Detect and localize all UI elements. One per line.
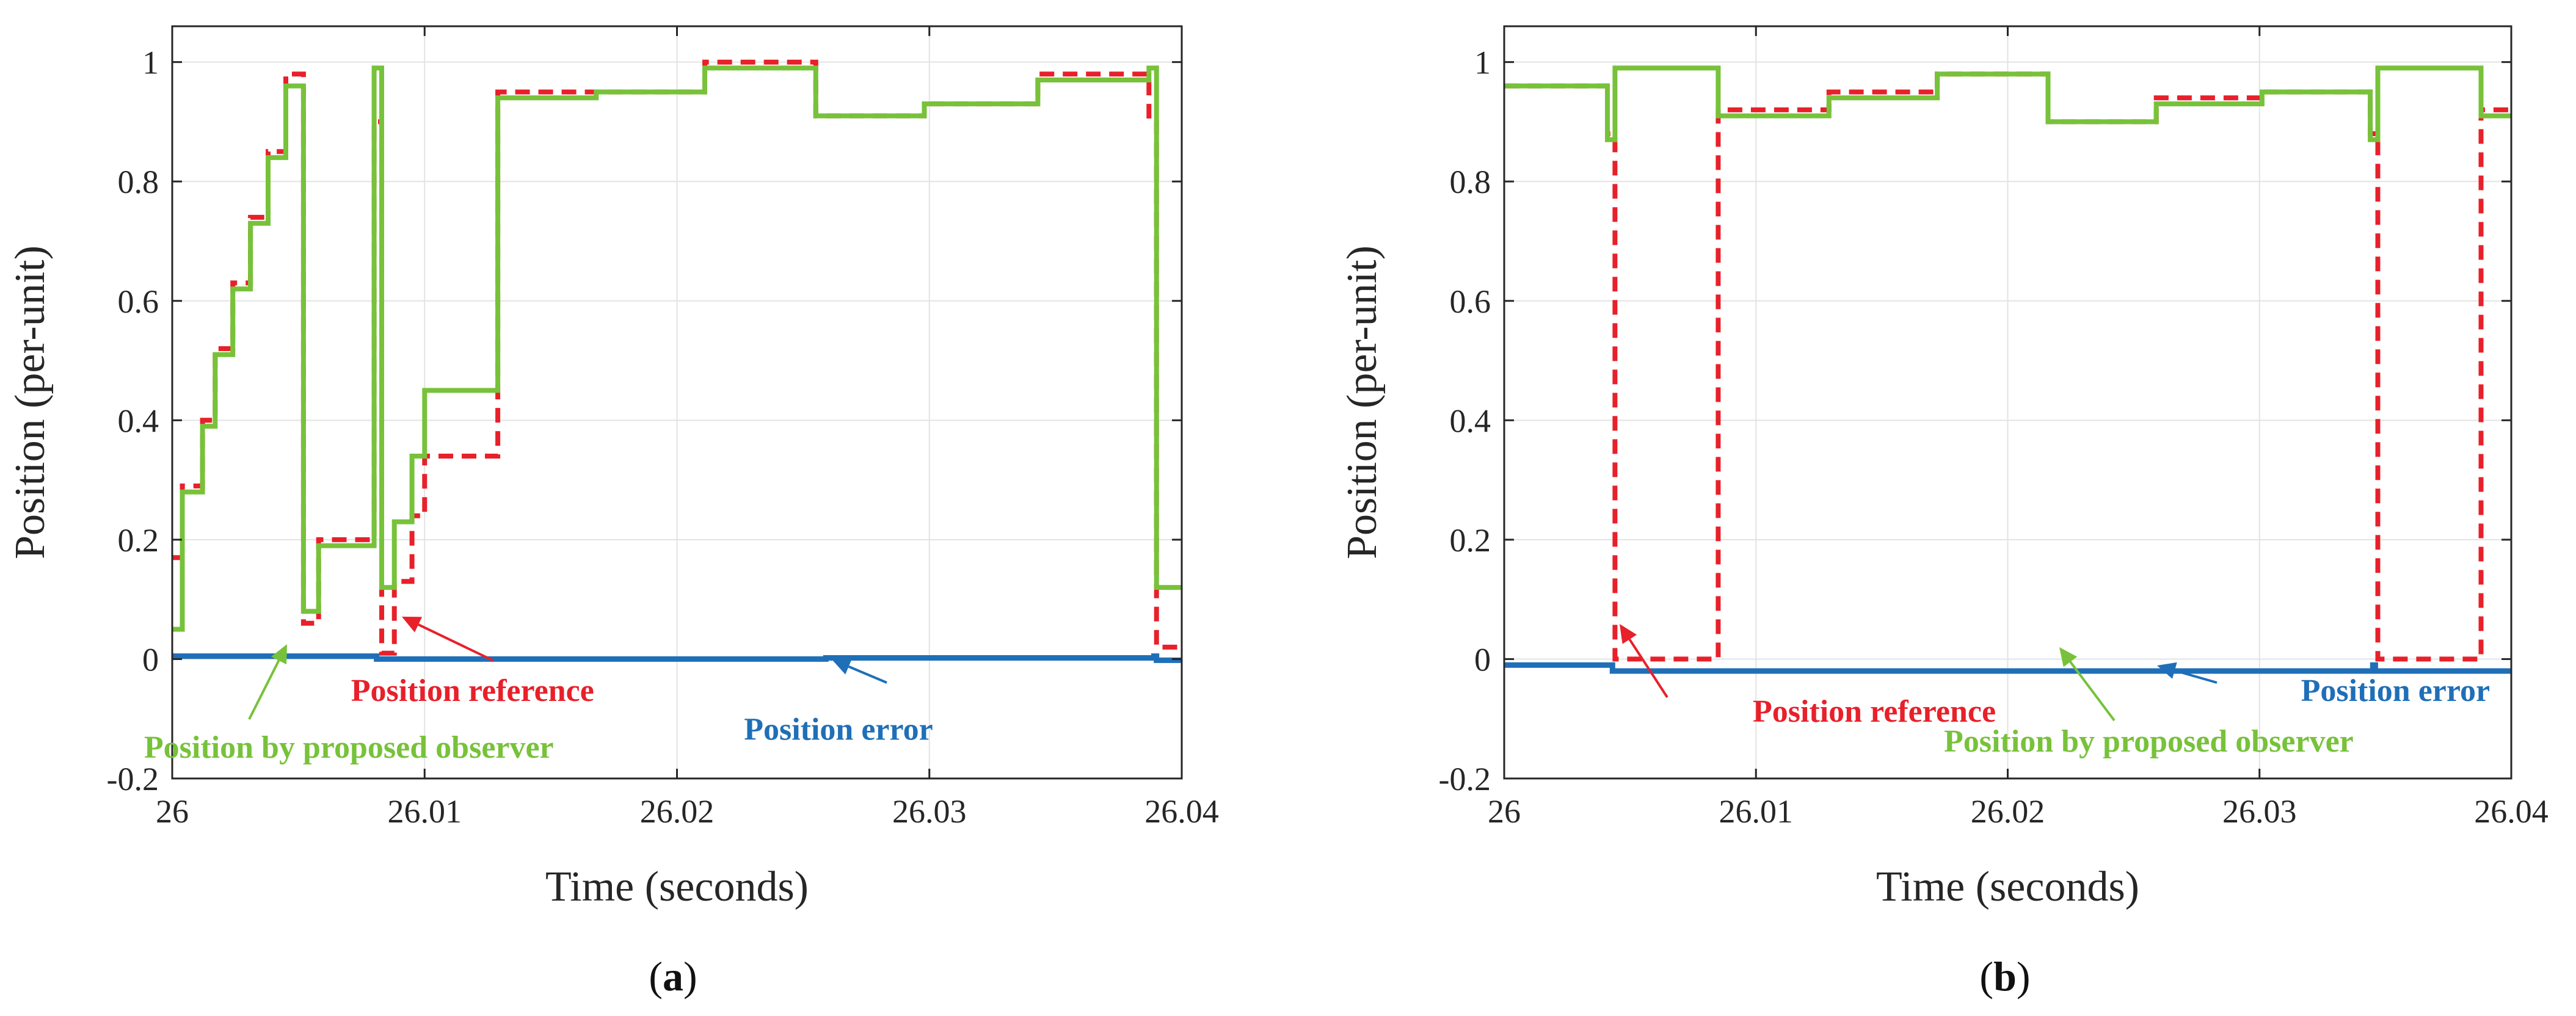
series-line-position-by-proposed-observer — [172, 65, 1182, 632]
panel-label: (b) — [1979, 953, 2030, 1000]
series-line-position-error — [1504, 662, 2511, 674]
x-axis-label: Time (seconds) — [545, 863, 809, 910]
panel-label: (a) — [649, 953, 697, 1000]
y-tick-label: 1 — [142, 45, 159, 81]
annotation-label: Position error — [744, 712, 933, 747]
annotation-arrowhead — [2059, 647, 2078, 667]
annotation-label: Position error — [2301, 673, 2490, 708]
y-tick-label: 0.8 — [118, 164, 159, 200]
panel-label-close: ) — [683, 953, 697, 1000]
x-tick-label: 26.02 — [1971, 793, 2045, 830]
y-tick-label: 0.2 — [1450, 522, 1491, 559]
x-tick-label: 26.02 — [640, 793, 715, 830]
panel-label-letter: b — [1993, 953, 2017, 1000]
y-tick-label: 0.4 — [1450, 402, 1491, 439]
y-axis-label: Position (per-unit) — [1339, 245, 1386, 559]
y-tick-label: 1 — [1474, 45, 1491, 81]
annotation-arrowhead — [832, 658, 853, 675]
x-axis-label: Time (seconds) — [1876, 863, 2139, 910]
x-tick-label: 26.01 — [1719, 793, 1794, 830]
annotation-arrowhead — [271, 644, 287, 665]
annotation-arrowhead — [1620, 624, 1637, 644]
y-tick-label: -0.2 — [107, 761, 159, 797]
x-tick-label: 26 — [1488, 793, 1521, 830]
annotation-arrow — [848, 665, 887, 684]
annotation-label: Position reference — [1753, 694, 1996, 729]
chart-panel-a: 26 26.01 26.02 26.03 26.04 -0.2 0 0.2 0.4 0.6 0.8 1… — [7, 25, 1219, 1000]
y-tick-label: 0 — [1474, 641, 1491, 678]
x-tick-label: 26.04 — [2474, 793, 2549, 830]
series-line-position-error — [172, 653, 1182, 663]
y-tick-label: 0.2 — [118, 522, 159, 559]
panel-label-letter: a — [663, 953, 683, 1000]
annotation-arrow — [418, 623, 494, 662]
y-tick-label: 0.4 — [118, 402, 159, 439]
x-tick-label: 26.01 — [388, 793, 462, 830]
x-tick-label: 26.03 — [892, 793, 967, 830]
annotation-arrow — [248, 659, 280, 720]
annotation-arrow — [1628, 639, 1668, 699]
annotation-arrowhead — [2157, 662, 2177, 679]
x-tick-label: 26.04 — [1144, 793, 1219, 830]
y-tick-label: 0.6 — [118, 283, 159, 320]
annotation-arrow — [2174, 669, 2218, 684]
y-tick-label: -0.2 — [1439, 761, 1491, 797]
panel-label-open: ( — [1979, 953, 1993, 1000]
annotation-label: Position by proposed observer — [1944, 724, 2354, 759]
panel-label-open: ( — [649, 953, 663, 1000]
y-tick-label: 0.8 — [1450, 164, 1491, 200]
series-line-position-by-proposed-observer — [1504, 65, 2511, 142]
annotation-arrow — [2069, 661, 2116, 722]
annotation-arrowhead — [402, 617, 423, 633]
y-tick-label: 0.6 — [1450, 283, 1491, 320]
y-tick-label: 0 — [142, 641, 159, 678]
panel-label-close: ) — [2017, 953, 2031, 1000]
annotation-label: Position by proposed observer — [144, 730, 554, 765]
x-tick-label: 26 — [156, 793, 189, 830]
x-tick-label: 26.03 — [2222, 793, 2297, 830]
chart-panel-b: 26 26.01 26.02 26.03 26.04 -0.2 0 0.2 0.4 0.6 0.8 1… — [1339, 25, 2549, 1000]
y-axis-label: Position (per-unit) — [7, 245, 54, 559]
annotation-label: Position reference — [351, 673, 594, 708]
